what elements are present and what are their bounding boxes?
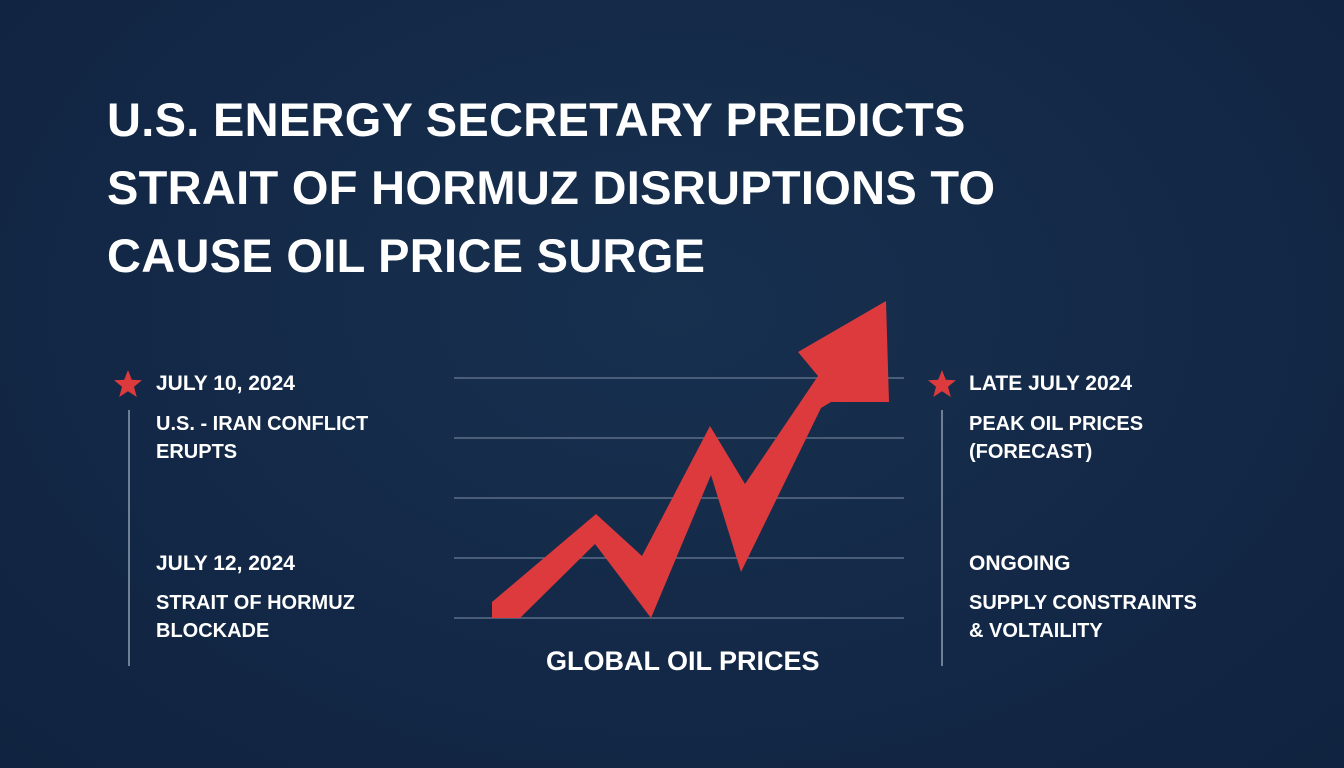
right-timeline-line — [941, 410, 943, 666]
right-event-2-desc: SUPPLY CONSTRAINTS & VOLTAILITY — [969, 589, 1197, 645]
right-event-2-desc-line-2: & VOLTAILITY — [969, 620, 1103, 642]
left-timeline-line — [128, 410, 130, 666]
left-event-1-desc-line-1: U.S. - IRAN CONFLICT — [156, 413, 369, 435]
star-icon — [114, 370, 142, 397]
left-event-2-desc-line-1: STRAIT OF HORMUZ — [156, 592, 355, 614]
trend-arrow-icon — [492, 301, 889, 618]
oil-price-chart — [454, 301, 904, 619]
left-event-2-date: JULY 12, 2024 — [156, 552, 295, 575]
right-event-2-desc-line-1: SUPPLY CONSTRAINTS — [969, 592, 1197, 614]
left-event-1-desc: U.S. - IRAN CONFLICT ERUPTS — [156, 410, 368, 466]
right-event-1-desc: PEAK OIL PRICES (FORECAST) — [969, 410, 1143, 466]
chart-caption: GLOBAL OIL PRICES — [546, 646, 820, 676]
left-event-1-desc-line-2: ERUPTS — [156, 441, 238, 463]
headline-line-1: U.S. ENERGY SECRETARY PREDICTS — [107, 93, 966, 146]
right-event-2-date: ONGOING — [969, 552, 1071, 575]
right-event-1-desc-line-1: PEAK OIL PRICES — [969, 413, 1144, 435]
left-event-1-date: JULY 10, 2024 — [156, 372, 295, 395]
right-event-1-desc-line-2: (FORECAST) — [969, 441, 1093, 463]
headline-line-2: STRAIT OF HORMUZ DISRUPTIONS TO — [107, 161, 996, 214]
star-icon — [928, 370, 956, 397]
left-event-2-desc: STRAIT OF HORMUZ BLOCKADE — [156, 589, 355, 645]
headline: U.S. ENERGY SECRETARY PREDICTS STRAIT OF… — [107, 86, 1107, 290]
left-event-2-desc-line-2: BLOCKADE — [156, 620, 270, 642]
right-event-1-date: LATE JULY 2024 — [969, 372, 1133, 395]
headline-line-3: CAUSE OIL PRICE SURGE — [107, 229, 706, 282]
